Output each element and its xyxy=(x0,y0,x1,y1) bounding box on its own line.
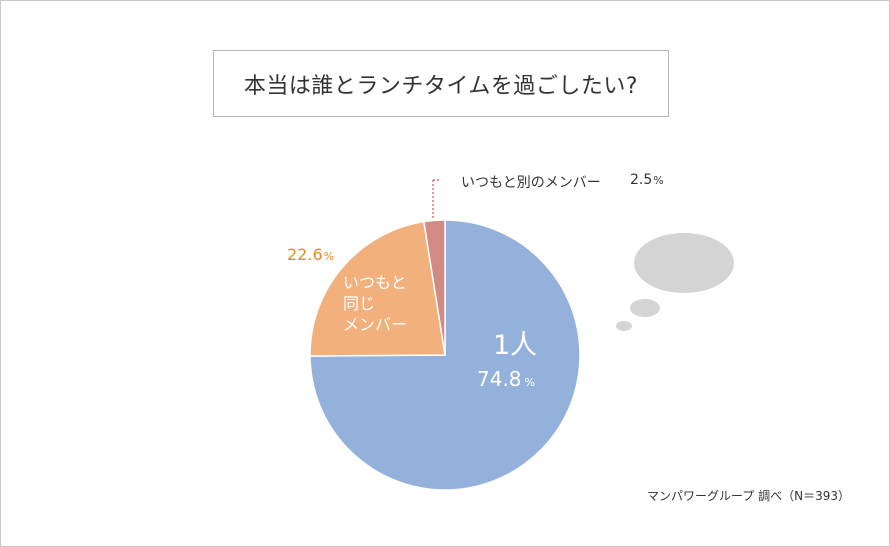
pie-slices xyxy=(309,219,581,491)
slice-value-other: 2.5% xyxy=(630,172,664,188)
slice-value-alone: 74.8% xyxy=(477,367,535,391)
slice-label-same: いつもと 同じ メンバー xyxy=(343,273,408,334)
pie-slice-other xyxy=(423,219,446,356)
source-note: マンパワーグループ 調べ（N＝393） xyxy=(647,489,850,503)
thought-bubble-large xyxy=(634,233,734,293)
slice-label-alone: 1人 xyxy=(493,330,538,361)
thought-bubble-small xyxy=(616,321,632,331)
thought-bubble-medium xyxy=(630,299,660,317)
title-box: 本当は誰とランチタイムを過ごしたい? xyxy=(213,50,669,117)
slice-label-other: いつもと別のメンバー xyxy=(461,175,601,191)
slice-value-same: 22.6% xyxy=(287,245,335,264)
chart-title: 本当は誰とランチタイムを過ごしたい? xyxy=(243,73,639,99)
pie-slice-same xyxy=(309,220,446,357)
